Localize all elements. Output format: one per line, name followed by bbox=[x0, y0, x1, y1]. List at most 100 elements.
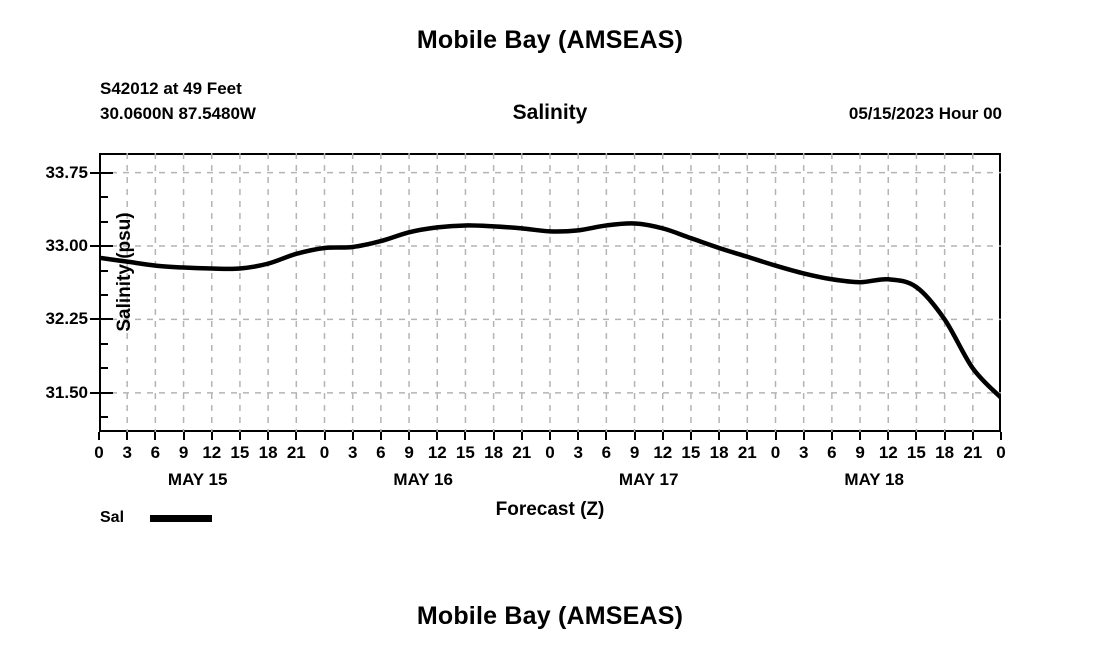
x-tick-label: 21 bbox=[512, 443, 532, 462]
x-tick-label: 0 bbox=[545, 443, 555, 462]
x-tick bbox=[154, 432, 157, 440]
x-tick-label: 21 bbox=[963, 443, 983, 462]
x-tick-label: 0 bbox=[94, 443, 104, 462]
x-tick bbox=[605, 432, 608, 440]
x-tick bbox=[915, 432, 918, 440]
x-tick bbox=[492, 432, 495, 440]
x-tick-label: 3 bbox=[347, 443, 358, 462]
x-tick-label: 6 bbox=[376, 443, 386, 462]
x-tick-label: 18 bbox=[709, 443, 729, 462]
x-tick-label: 18 bbox=[258, 443, 278, 462]
x-tick-label: 0 bbox=[996, 443, 1006, 462]
station-name: S42012 at 49 Feet bbox=[100, 79, 242, 98]
x-tick bbox=[971, 432, 974, 440]
x-tick bbox=[323, 432, 326, 440]
x-tick-label: 6 bbox=[150, 443, 161, 462]
x-tick bbox=[802, 432, 805, 440]
x-axis-day-label: MAY 16 bbox=[393, 470, 453, 489]
x-tick-label: 12 bbox=[878, 443, 898, 462]
model-run-timestamp: 05/15/2023 Hour 00 bbox=[848, 104, 1002, 123]
y-tick-label: 31.50 bbox=[45, 382, 88, 402]
x-tick bbox=[182, 432, 185, 440]
x-tick bbox=[943, 432, 946, 440]
salinity-line-series bbox=[99, 221, 1001, 400]
x-tick bbox=[859, 432, 862, 440]
x-tick-label: 6 bbox=[601, 443, 612, 462]
x-tick bbox=[549, 432, 551, 440]
y-tick bbox=[99, 318, 113, 321]
x-tick bbox=[464, 432, 467, 440]
x-tick bbox=[436, 432, 439, 440]
plot-gridlines bbox=[99, 153, 1001, 432]
y-tick bbox=[99, 293, 108, 296]
x-tick bbox=[351, 432, 354, 440]
x-tick-label: 9 bbox=[404, 443, 414, 462]
x-axis-day-label: MAY 17 bbox=[618, 470, 679, 489]
y-tick-label: 33.75 bbox=[45, 162, 88, 182]
y-tick-outer bbox=[90, 245, 99, 247]
x-tick-label: 6 bbox=[827, 443, 837, 462]
station-info: S42012 at 49 Feet 30.0600N 87.5480W bbox=[100, 76, 256, 126]
y-tick bbox=[99, 391, 113, 394]
x-tick bbox=[98, 432, 100, 440]
x-tick-label: 18 bbox=[935, 443, 955, 462]
x-axis-day-label: MAY 18 bbox=[844, 470, 904, 489]
x-tick-label: 12 bbox=[427, 443, 447, 462]
x-tick-label: 15 bbox=[681, 443, 701, 462]
x-tick-label: 18 bbox=[484, 443, 504, 462]
x-axis-day-label: MAY 15 bbox=[167, 470, 228, 489]
x-tick-label: 3 bbox=[122, 443, 132, 462]
x-tick bbox=[887, 432, 890, 440]
x-tick-label: 15 bbox=[230, 443, 250, 462]
y-tick-outer bbox=[90, 391, 99, 394]
x-tick bbox=[830, 432, 833, 440]
x-tick-label: 9 bbox=[855, 443, 865, 462]
x-tick bbox=[689, 432, 692, 440]
page-title-top: Mobile Bay (AMSEAS) bbox=[416, 26, 684, 54]
y-tick bbox=[99, 220, 108, 223]
y-axis-title: Salinity (psu) bbox=[114, 212, 135, 332]
station-coords: 30.0600N 87.5480W bbox=[100, 104, 256, 123]
page-title-bottom: Mobile Bay (AMSEAS) bbox=[416, 602, 684, 630]
x-tick-label: 0 bbox=[770, 443, 781, 462]
x-tick bbox=[661, 432, 664, 440]
x-tick-label: 3 bbox=[798, 443, 809, 462]
x-tick-label: 12 bbox=[202, 443, 222, 462]
x-tick bbox=[210, 432, 213, 440]
y-tick bbox=[99, 245, 113, 247]
x-tick-label: 9 bbox=[178, 443, 189, 462]
y-tick bbox=[99, 269, 108, 272]
y-tick bbox=[99, 171, 113, 174]
y-tick-label: 33.00 bbox=[45, 236, 88, 255]
legend: Sal bbox=[100, 509, 213, 527]
x-tick-label: 9 bbox=[629, 443, 640, 462]
variable-title: Salinity bbox=[512, 101, 588, 124]
legend-color-swatch bbox=[150, 514, 213, 522]
x-tick bbox=[126, 432, 129, 440]
x-tick-label: 15 bbox=[906, 443, 926, 462]
x-tick bbox=[267, 432, 270, 440]
y-tick-label: 32.25 bbox=[45, 309, 88, 329]
y-tick bbox=[99, 196, 108, 199]
legend-series-label: Sal bbox=[100, 509, 125, 526]
y-tick bbox=[99, 342, 108, 345]
x-tick-label: 21 bbox=[286, 443, 306, 462]
x-tick bbox=[408, 432, 411, 440]
x-axis-title: Forecast (Z) bbox=[495, 499, 605, 520]
x-tick bbox=[520, 432, 523, 440]
x-tick bbox=[633, 432, 636, 440]
y-tick-outer bbox=[90, 171, 99, 174]
x-tick-label: 0 bbox=[319, 443, 330, 462]
y-tick bbox=[99, 416, 108, 419]
x-tick bbox=[577, 432, 580, 440]
x-tick-label: 21 bbox=[737, 443, 757, 462]
x-tick bbox=[718, 432, 721, 440]
y-tick-outer bbox=[90, 318, 99, 321]
x-tick-label: 15 bbox=[455, 443, 475, 462]
x-tick bbox=[238, 432, 241, 440]
x-tick-label: 12 bbox=[653, 443, 673, 462]
x-tick bbox=[1000, 432, 1002, 440]
y-tick bbox=[99, 367, 108, 370]
